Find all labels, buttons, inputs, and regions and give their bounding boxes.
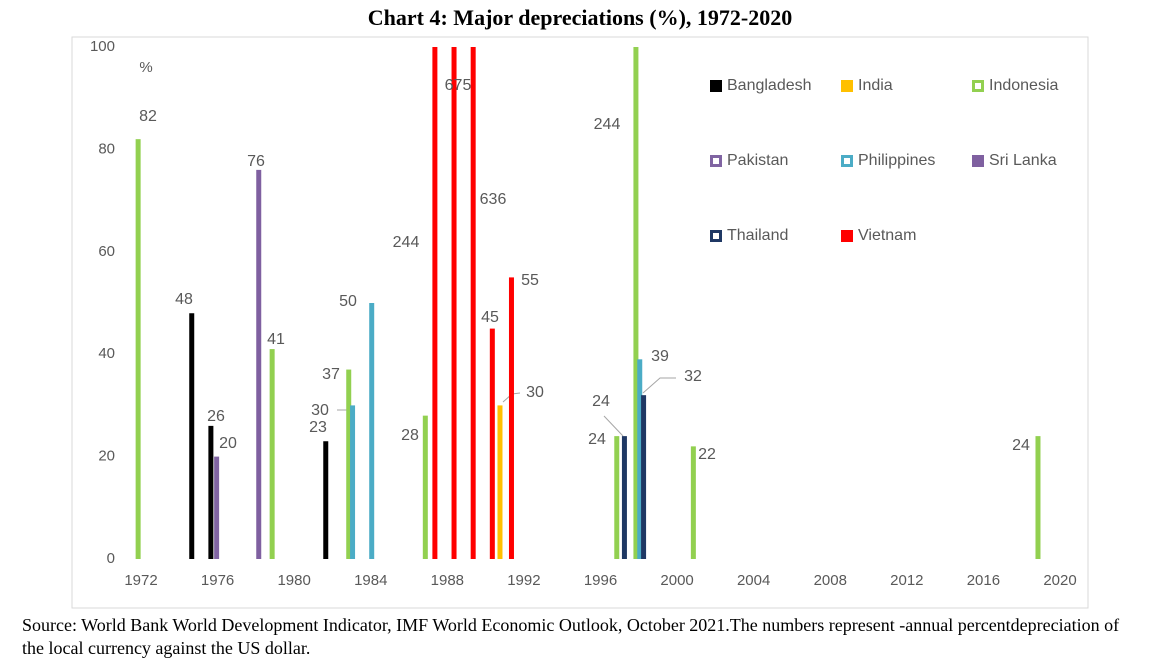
bars	[135, 47, 1041, 559]
bar	[256, 169, 262, 559]
legend-marker	[841, 80, 853, 92]
bar	[269, 349, 275, 559]
bar	[508, 277, 514, 559]
data-label: 76	[247, 153, 265, 170]
x-tick-label: 1980	[277, 572, 310, 589]
legend-label: Pakistan	[727, 152, 788, 169]
x-tick-label: 2004	[737, 572, 770, 589]
data-label: 32	[684, 368, 702, 385]
y-tick-label: 100	[90, 38, 115, 55]
data-label: 55	[521, 272, 539, 289]
x-tick-label: 2016	[967, 572, 1000, 589]
data-label: 30	[526, 384, 544, 401]
x-tick-label: 1984	[354, 572, 387, 589]
data-label: 24	[1012, 437, 1030, 454]
chart-title: Chart 4: Major depreciations (%), 1972-2…	[368, 5, 792, 30]
bar	[614, 436, 620, 559]
y-tick-label: 60	[98, 243, 115, 260]
x-tick-label: 2008	[814, 572, 847, 589]
y-tick-label: 20	[98, 448, 115, 465]
data-label: 50	[339, 293, 357, 310]
legend-label: Thailand	[727, 227, 788, 244]
x-tick-label: 1976	[201, 572, 234, 589]
bar	[432, 47, 438, 559]
data-label: 244	[594, 116, 621, 133]
bar	[489, 328, 495, 559]
bar	[497, 405, 503, 559]
bar	[135, 139, 141, 559]
bar	[470, 47, 476, 559]
x-tick-label: 2012	[890, 572, 923, 589]
data-label: 39	[651, 348, 669, 365]
y-tick-label: 0	[107, 550, 115, 567]
bar	[633, 47, 639, 559]
data-label: 20	[219, 435, 237, 452]
data-label: 37	[322, 366, 340, 383]
legend-label: India	[858, 77, 893, 94]
bar	[451, 47, 457, 559]
data-label: 48	[175, 291, 193, 308]
legend-marker	[972, 155, 984, 167]
leader-line	[603, 415, 624, 437]
bar	[422, 415, 428, 559]
legend-marker	[841, 230, 853, 242]
bar	[214, 456, 220, 559]
bar	[346, 369, 352, 559]
bar	[690, 446, 696, 559]
bar	[350, 405, 356, 559]
y-unit: %	[139, 59, 152, 76]
source-note: Source: World Bank World Development Ind…	[22, 615, 1120, 658]
data-label: 23	[309, 419, 327, 436]
x-tick-label: 2020	[1043, 572, 1076, 589]
legend-marker	[710, 230, 722, 242]
y-tick-label: 80	[98, 140, 115, 157]
leader-lines	[337, 377, 676, 437]
bar	[323, 441, 329, 559]
legend-label: Bangladesh	[727, 77, 812, 94]
legend-marker	[841, 155, 853, 167]
data-label: 45	[481, 309, 499, 326]
data-label: 26	[207, 408, 225, 425]
x-tick-label: 1992	[507, 572, 540, 589]
data-label: 41	[267, 331, 285, 348]
chart: Chart 4: Major depreciations (%), 1972-2…	[71, 5, 1089, 609]
bar	[637, 359, 643, 559]
data-label: 24	[588, 431, 606, 448]
bar	[621, 436, 627, 559]
bar	[189, 313, 195, 559]
data-label: 24	[592, 393, 610, 410]
data-label: 30	[311, 402, 329, 419]
leader-line	[642, 377, 676, 394]
y-tick-label: 40	[98, 345, 115, 362]
legend-label: Vietnam	[858, 227, 916, 244]
bar	[208, 425, 214, 559]
legend-marker	[972, 80, 984, 92]
x-tick-label: 2000	[660, 572, 693, 589]
data-label: 28	[401, 427, 419, 444]
data-label: 636	[480, 191, 507, 208]
data-label: 244	[393, 234, 420, 251]
bar	[369, 303, 375, 559]
data-label: 22	[698, 446, 716, 463]
legend-marker	[710, 80, 722, 92]
legend-label: Philippines	[858, 152, 935, 169]
legend-marker	[710, 155, 722, 167]
bar	[641, 395, 647, 559]
x-tick-label: 1972	[124, 572, 157, 589]
data-label: 82	[139, 108, 157, 125]
legend-label: Sri Lanka	[989, 152, 1057, 169]
x-tick-label: 1996	[584, 572, 617, 589]
bar	[1035, 436, 1041, 559]
data-label: 675	[445, 77, 472, 94]
x-tick-label: 1988	[431, 572, 464, 589]
legend-label: Indonesia	[989, 77, 1058, 94]
chart-frame	[71, 36, 1089, 609]
